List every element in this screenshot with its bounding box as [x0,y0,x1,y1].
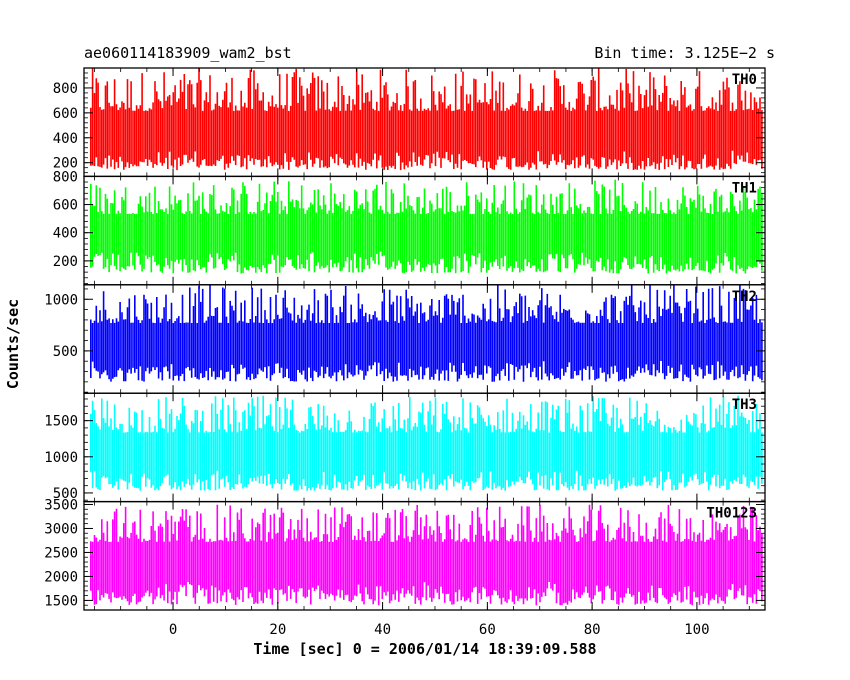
panel-label-th0123: TH0123 [706,506,757,522]
x-tick-label: 60 [479,622,496,638]
y-tick-label: 200 [53,254,78,270]
y-tick-label: 2500 [44,545,78,561]
x-tick-label: 100 [684,622,709,638]
panel-label-th2: TH2 [732,289,757,305]
chart-title-left: ae060114183909_wam2_bst [84,44,292,62]
series-line-th0123 [90,504,763,606]
y-tick-label: 500 [53,344,78,360]
series-line-th2 [90,284,763,382]
y-tick-label: 400 [53,226,78,242]
y-tick-label: 500 [53,486,78,502]
panel-label-th0: TH0 [732,72,757,88]
y-tick-label: 3500 [44,497,78,513]
y-tick-label: 600 [53,106,78,122]
series-line-th3 [90,395,763,491]
x-tick-label: 40 [374,622,391,638]
x-axis-label: Time [sec] 0 = 2006/01/14 18:39:09.588 [253,640,596,658]
y-tick-label: 1500 [44,593,78,609]
series-line-th0 [90,68,763,171]
series-line-th1 [90,179,763,274]
y-tick-label: 800 [53,169,78,185]
x-tick-label: 20 [269,622,286,638]
y-tick-label: 1000 [44,292,78,308]
y-tick-label: 1500 [44,414,78,430]
panel-label-th3: TH3 [732,397,757,413]
x-tick-label: 0 [169,622,177,638]
y-tick-label: 800 [53,81,78,97]
x-tick-label: 80 [584,622,601,638]
y-axis-label: Counts/sec [4,299,22,389]
panel-frame [83,500,766,611]
panel-label-th1: TH1 [732,180,757,196]
y-tick-label: 400 [53,131,78,147]
y-tick-label: 1000 [44,450,78,466]
y-tick-label: 3000 [44,521,78,537]
y-tick-label: 2000 [44,569,78,585]
chart-title-right: Bin time: 3.125E−2 s [594,44,775,62]
y-tick-label: 200 [53,156,78,172]
panels-group: TH0200400600800TH1200400600800TH25001000… [44,67,766,638]
y-tick-label: 600 [53,198,78,214]
